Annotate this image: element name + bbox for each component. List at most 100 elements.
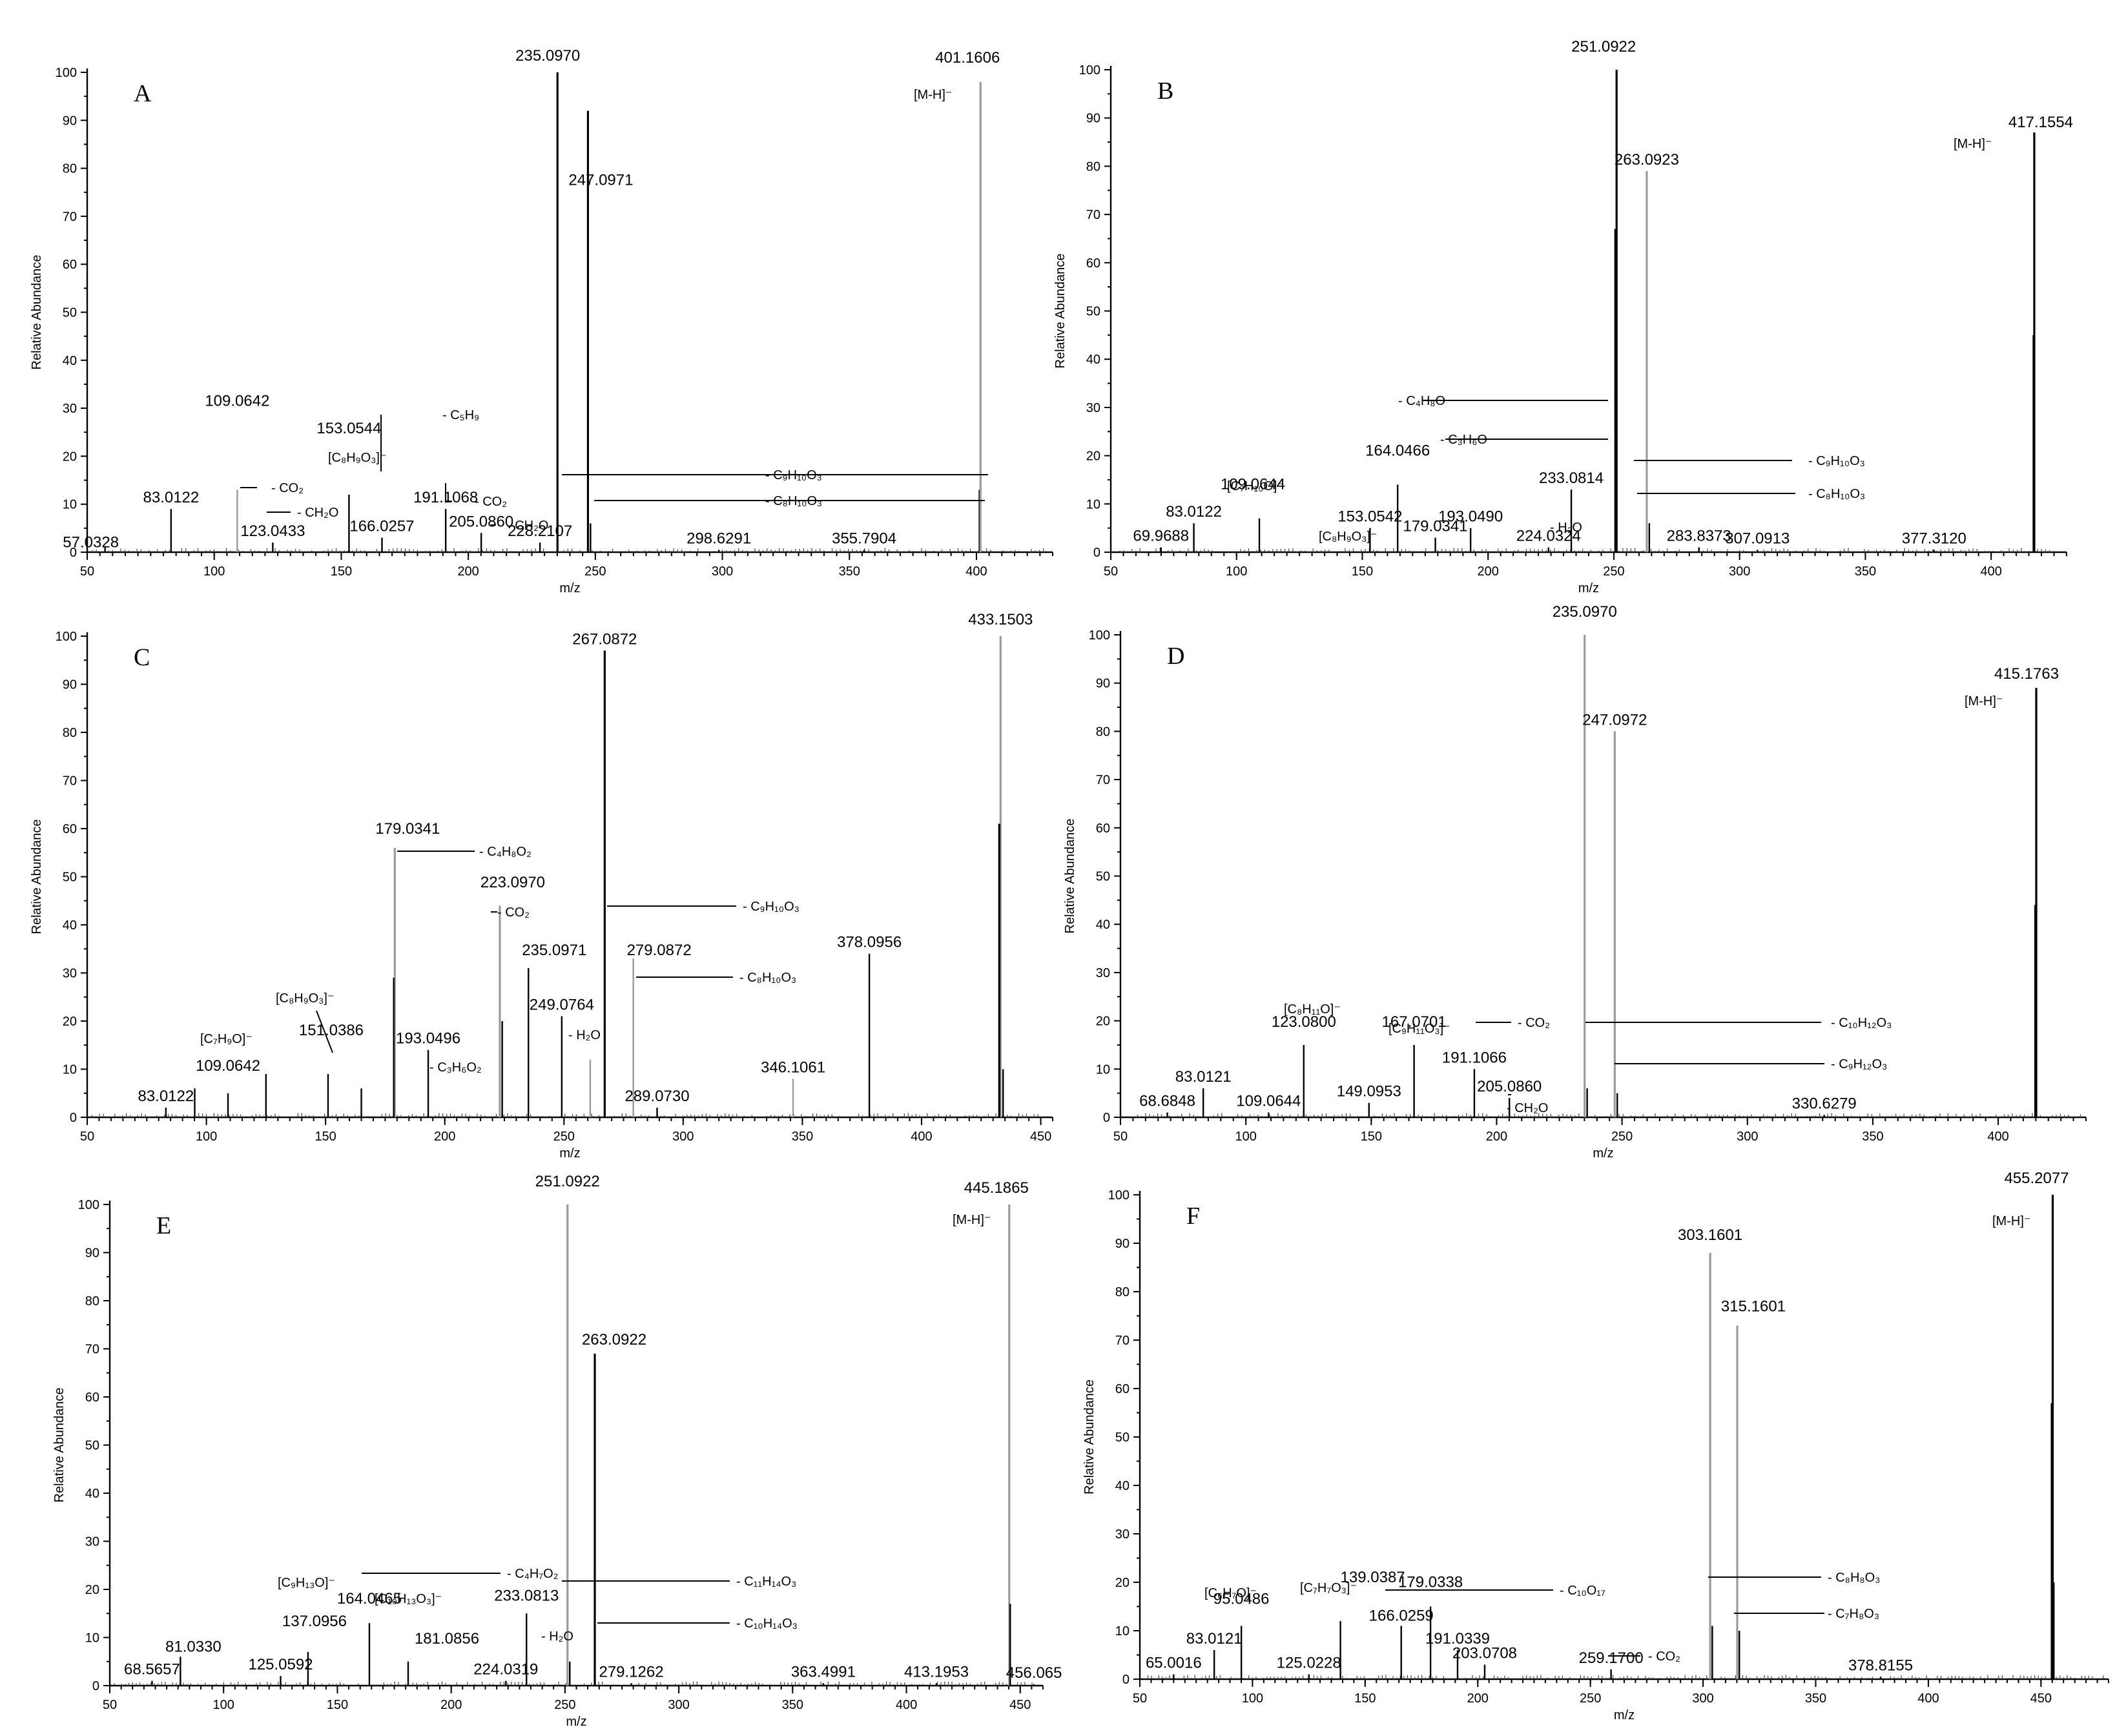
x-tick-label: 400 <box>965 564 987 579</box>
peak-label: 123.0433 <box>240 522 305 540</box>
x-tick-label: 400 <box>1980 564 2001 579</box>
peak-label: 205.0860 <box>449 513 513 530</box>
y-tick-label: 30 <box>63 967 77 981</box>
peak-label: 83.0122 <box>138 1088 194 1105</box>
peak-label: 68.6848 <box>1139 1093 1195 1110</box>
peak-label: 65.0016 <box>1146 1655 1202 1672</box>
annotation-label: - C₁₀H₁₂O₃ <box>1831 1016 1892 1030</box>
x-tick-label: 100 <box>196 1130 217 1144</box>
panel-label: D <box>1167 643 1184 670</box>
annotation-label: - C₈H₁₀O₃ <box>1808 487 1865 501</box>
peak-label: 203.0708 <box>1452 1645 1517 1662</box>
x-tick-label: 300 <box>668 1698 689 1712</box>
annotation-label: - CO₂ <box>1518 1016 1550 1030</box>
y-tick-label: 70 <box>63 774 77 789</box>
annotation-label: - C₈H₈O₃ <box>1828 1571 1880 1585</box>
peak-label: 289.0730 <box>624 1088 689 1105</box>
panel-d: 0 10 20 30 40 50 60 70 80 90 100 50 100 150 200 250 300 3… <box>1063 603 2087 1161</box>
annotation-label: - C₄H₈O <box>1398 394 1445 408</box>
peak-label: 69.9688 <box>1133 528 1189 545</box>
peak-label: 191.1066 <box>1442 1049 1507 1066</box>
annotation-label: [M-H]⁻ <box>1965 694 2003 708</box>
y-tick-label: 10 <box>1115 1624 1130 1638</box>
peak-label: 247.0971 <box>568 171 633 189</box>
y-tick-label: 100 <box>1108 1188 1130 1203</box>
y-tick-label: 70 <box>1096 773 1110 787</box>
y-tick-label: 60 <box>1115 1382 1130 1396</box>
x-tick-label: 250 <box>1611 1130 1633 1144</box>
annotation-label: [M-H]⁻ <box>914 88 952 102</box>
x-tick-label: 250 <box>1580 1691 1601 1706</box>
y-tick-label: 90 <box>85 1246 99 1261</box>
peak-label: 279.1262 <box>599 1663 663 1680</box>
annotation-label: [C₈H₉O₃]⁻ <box>276 991 334 1006</box>
peak-label: 455.2077 <box>2004 1170 2069 1187</box>
y-tick-label: 90 <box>63 114 77 128</box>
y-tick-label: 0 <box>1122 1673 1130 1687</box>
y-tick-label: 40 <box>1115 1479 1130 1493</box>
x-tick-label: 400 <box>896 1698 917 1712</box>
x-tick-label: 350 <box>1862 1130 1883 1144</box>
peak-label: 228.2107 <box>508 522 572 540</box>
x-tick-label: 100 <box>1226 564 1247 579</box>
peak-label: 167.0701 <box>1382 1013 1447 1031</box>
x-axis-label: m/z <box>559 581 580 595</box>
peak-label: 251.0922 <box>1571 38 1636 56</box>
annotation-label: [C₆H₇O]⁻ <box>1204 1586 1257 1600</box>
annotation-label: [C₇H₁₀O]⁻ <box>1227 479 1284 493</box>
y-tick-label: 100 <box>1089 628 1110 643</box>
peak-label: 109.0642 <box>205 392 269 409</box>
x-tick-label: 400 <box>1917 1691 1939 1706</box>
x-tick-label: 400 <box>1987 1130 2008 1144</box>
x-tick-label: 150 <box>315 1130 336 1144</box>
y-tick-label: 50 <box>1096 870 1110 884</box>
y-tick-label: 20 <box>1115 1576 1130 1590</box>
y-axis-label: Relative Abundance <box>30 255 44 370</box>
y-tick-label: 40 <box>63 354 77 368</box>
peak-label: 181.0856 <box>415 1630 479 1648</box>
x-tick-label: 50 <box>1113 1130 1128 1144</box>
y-tick-label: 30 <box>1115 1527 1130 1542</box>
annotation-label: - CH₂O <box>1507 1101 1548 1115</box>
annotation-label: - CO₂ <box>497 905 530 920</box>
annotation-label: - C₅H₉ <box>442 408 479 422</box>
peak-label: 151.0386 <box>299 1022 364 1039</box>
y-tick-label: 30 <box>85 1535 99 1549</box>
x-axis-label: m/z <box>559 1146 580 1161</box>
peak-label: 95.0486 <box>1213 1591 1270 1608</box>
peak-label: 267.0872 <box>572 630 637 648</box>
peak-label: 179.0338 <box>1398 1574 1463 1591</box>
peak-label: 223.0970 <box>480 874 545 891</box>
x-tick-label: 200 <box>434 1130 455 1144</box>
x-tick-label: 250 <box>554 1698 575 1712</box>
annotation-label: - C₃H₆O <box>1440 433 1487 447</box>
y-tick-label: 80 <box>85 1294 99 1308</box>
y-tick-label: 10 <box>1096 1062 1110 1077</box>
y-tick-label: 60 <box>63 258 77 272</box>
y-tick-label: 10 <box>63 1063 77 1077</box>
x-tick-label: 450 <box>2030 1691 2052 1706</box>
peak-label: 235.0970 <box>515 47 580 65</box>
peak-label: 179.0341 <box>1403 518 1467 535</box>
peak-label: 139.0387 <box>1341 1569 1405 1586</box>
peak-label: 377.3120 <box>1902 530 1966 547</box>
y-tick-label: 100 <box>1079 63 1100 78</box>
peak-label: 355.7904 <box>832 530 896 547</box>
y-tick-label: 40 <box>1086 353 1100 367</box>
y-tick-label: 80 <box>1115 1285 1130 1299</box>
panel-label: F <box>1186 1203 1200 1230</box>
annotation-label: - CO₂ <box>475 495 507 509</box>
peak-label: 249.0764 <box>530 997 594 1014</box>
peak-label: 68.5657 <box>124 1661 180 1679</box>
annotation-label: [C₇H₇O₃]⁻ <box>1300 1581 1357 1595</box>
x-axis-label: m/z <box>566 1715 586 1729</box>
peak-label: 346.1061 <box>761 1059 825 1076</box>
y-tick-label: 50 <box>63 871 77 885</box>
annotation-label: - C₃H₆O₂ <box>429 1060 482 1075</box>
x-tick-label: 300 <box>1692 1691 1713 1706</box>
x-tick-label: 150 <box>327 1698 348 1712</box>
x-tick-label: 450 <box>1009 1698 1031 1712</box>
annotation-label: - C₁₀O₁₇ <box>1560 1584 1605 1598</box>
annotation-label: - C₄H₈O₂ <box>479 845 532 859</box>
annotation-label: - CO₂ <box>1648 1649 1680 1664</box>
